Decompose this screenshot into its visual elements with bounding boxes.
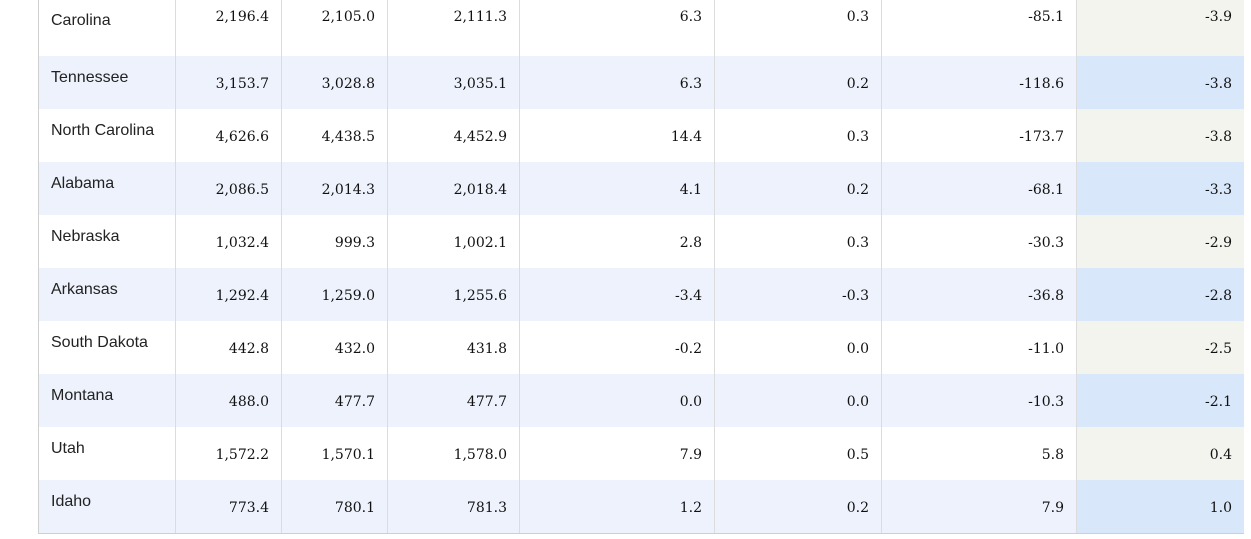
cell-value: 4,452.9 [387, 109, 520, 162]
cell-value-highlighted: -3.9 [1076, 0, 1244, 56]
state-name: Carolina [38, 0, 176, 56]
cell-value: -68.1 [881, 162, 1077, 215]
cell-value: 1,578.0 [387, 427, 520, 480]
cell-value: 442.8 [175, 321, 282, 374]
cell-value: 4,626.6 [175, 109, 282, 162]
cell-value: -10.3 [881, 374, 1077, 427]
cell-value: 0.2 [714, 56, 882, 109]
cell-value: 5.8 [881, 427, 1077, 480]
table-row: Montana 488.0 477.7 477.7 0.0 0.0 -10.3 … [38, 374, 1244, 427]
cell-value: 431.8 [387, 321, 520, 374]
cell-value: 999.3 [281, 215, 388, 268]
cell-value: 773.4 [175, 480, 282, 534]
cell-value: -0.2 [519, 321, 715, 374]
cell-value: 2.8 [519, 215, 715, 268]
data-table: Carolina 2,196.4 2,105.0 2,111.3 6.3 0.3… [38, 0, 1244, 534]
cell-value: 4,438.5 [281, 109, 388, 162]
cell-value: 14.4 [519, 109, 715, 162]
cell-value: 0.5 [714, 427, 882, 480]
cell-value: 1,255.6 [387, 268, 520, 321]
cell-value: 7.9 [881, 480, 1077, 534]
cell-value: 432.0 [281, 321, 388, 374]
cell-value: 780.1 [281, 480, 388, 534]
table-row: South Dakota 442.8 432.0 431.8 -0.2 0.0 … [38, 321, 1244, 374]
table-row: North Carolina 4,626.6 4,438.5 4,452.9 1… [38, 109, 1244, 162]
cell-value-highlighted: -3.8 [1076, 109, 1244, 162]
cell-value: 7.9 [519, 427, 715, 480]
cell-value: 2,086.5 [175, 162, 282, 215]
cell-value: 477.7 [281, 374, 388, 427]
cell-value: 1,292.4 [175, 268, 282, 321]
cell-value-highlighted: 1.0 [1076, 480, 1244, 534]
state-name: Nebraska [38, 215, 176, 268]
cell-value: -3.4 [519, 268, 715, 321]
cell-value: 1,259.0 [281, 268, 388, 321]
cell-value: 1,572.2 [175, 427, 282, 480]
cell-value: 1.2 [519, 480, 715, 534]
cell-value: 0.3 [714, 215, 882, 268]
cell-value: 1,032.4 [175, 215, 282, 268]
state-name: Utah [38, 427, 176, 480]
state-name: Idaho [38, 480, 176, 534]
cell-value: 2,014.3 [281, 162, 388, 215]
cell-value: -36.8 [881, 268, 1077, 321]
cell-value: 6.3 [519, 0, 715, 56]
cell-value: 2,111.3 [387, 0, 520, 56]
table-row: Nebraska 1,032.4 999.3 1,002.1 2.8 0.3 -… [38, 215, 1244, 268]
cell-value-highlighted: -3.3 [1076, 162, 1244, 215]
cell-value: 2,018.4 [387, 162, 520, 215]
cell-value-highlighted: -2.8 [1076, 268, 1244, 321]
cell-value: 0.3 [714, 109, 882, 162]
state-name: North Carolina [38, 109, 176, 162]
cell-value: 6.3 [519, 56, 715, 109]
cell-value: 3,028.8 [281, 56, 388, 109]
state-name: Arkansas [38, 268, 176, 321]
cell-value: 0.0 [519, 374, 715, 427]
cell-value: 1,570.1 [281, 427, 388, 480]
state-name: South Dakota [38, 321, 176, 374]
cell-value: 1,002.1 [387, 215, 520, 268]
state-name: Montana [38, 374, 176, 427]
cell-value-highlighted: 0.4 [1076, 427, 1244, 480]
data-table-container: Carolina 2,196.4 2,105.0 2,111.3 6.3 0.3… [38, 0, 1244, 539]
cell-value: 0.3 [714, 0, 882, 56]
cell-value: 2,196.4 [175, 0, 282, 56]
cell-value: -173.7 [881, 109, 1077, 162]
state-name: Alabama [38, 162, 176, 215]
cell-value: -85.1 [881, 0, 1077, 56]
cell-value: 0.2 [714, 162, 882, 215]
state-name: Tennessee [38, 56, 176, 109]
cell-value: 488.0 [175, 374, 282, 427]
cell-value-highlighted: -2.9 [1076, 215, 1244, 268]
cell-value: -118.6 [881, 56, 1077, 109]
table-row: Tennessee 3,153.7 3,028.8 3,035.1 6.3 0.… [38, 56, 1244, 109]
cell-value: 0.0 [714, 374, 882, 427]
cell-value: 0.0 [714, 321, 882, 374]
cell-value-highlighted: -2.5 [1076, 321, 1244, 374]
table-row: Carolina 2,196.4 2,105.0 2,111.3 6.3 0.3… [38, 0, 1244, 56]
cell-value: -11.0 [881, 321, 1077, 374]
table-row: Utah 1,572.2 1,570.1 1,578.0 7.9 0.5 5.8… [38, 427, 1244, 480]
cell-value: -30.3 [881, 215, 1077, 268]
cell-value: 2,105.0 [281, 0, 388, 56]
cell-value: -0.3 [714, 268, 882, 321]
table-row: Arkansas 1,292.4 1,259.0 1,255.6 -3.4 -0… [38, 268, 1244, 321]
cell-value: 0.2 [714, 480, 882, 534]
cell-value: 3,035.1 [387, 56, 520, 109]
table-row: Idaho 773.4 780.1 781.3 1.2 0.2 7.9 1.0 [38, 480, 1244, 534]
cell-value: 4.1 [519, 162, 715, 215]
cell-value-highlighted: -3.8 [1076, 56, 1244, 109]
cell-value: 477.7 [387, 374, 520, 427]
table-row: Alabama 2,086.5 2,014.3 2,018.4 4.1 0.2 … [38, 162, 1244, 215]
cell-value: 781.3 [387, 480, 520, 534]
cell-value: 3,153.7 [175, 56, 282, 109]
cell-value-highlighted: -2.1 [1076, 374, 1244, 427]
